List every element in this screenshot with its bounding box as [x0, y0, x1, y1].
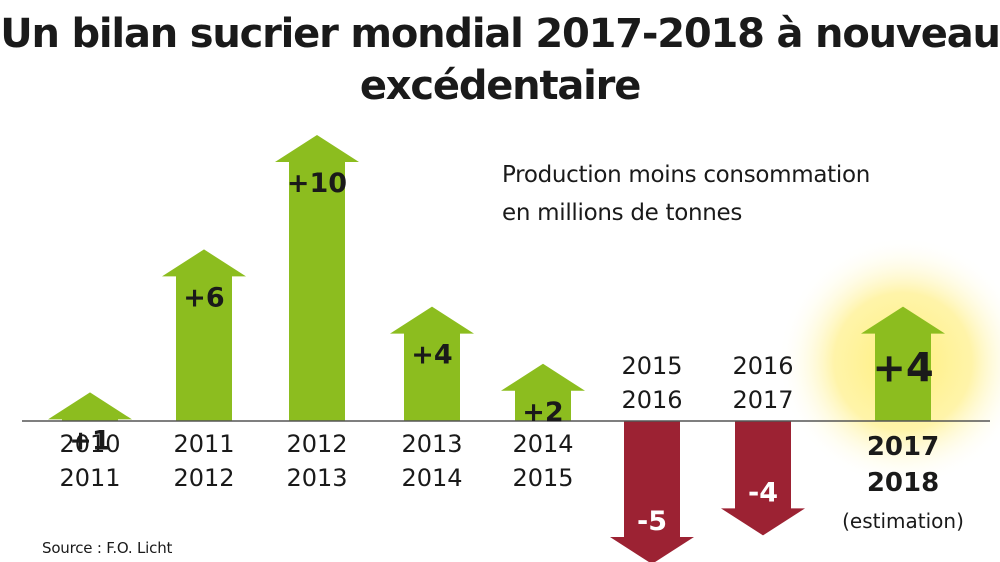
highlight-note: (estimation)	[842, 509, 964, 533]
bar-arrow-2	[275, 135, 359, 421]
category-label-7-end: 2018	[867, 468, 939, 498]
category-label-0-start: 2010	[59, 430, 120, 458]
category-label-6-end: 2017	[732, 386, 793, 414]
bar-arrow-6	[721, 421, 805, 536]
subtitle-line-1: Production moins consommation	[502, 162, 871, 188]
title-line-2: excédentaire	[359, 63, 641, 109]
bar-arrow-4	[501, 363, 585, 421]
category-label-1-start: 2011	[173, 430, 234, 458]
value-label-7: +4	[872, 346, 933, 392]
category-label-7-start: 2017	[867, 432, 939, 462]
chart-title: Un bilan sucrier mondial 2017-2018 à nou…	[0, 8, 1000, 112]
value-label-6: -4	[748, 477, 778, 508]
category-label-2-start: 2012	[286, 430, 347, 458]
chart-subtitle: Production moins consommation en million…	[502, 156, 870, 232]
bar-arrow-5	[610, 421, 694, 562]
bar-arrow-1	[162, 249, 246, 421]
value-label-5: -5	[637, 506, 667, 537]
category-label-5-start: 2015	[621, 352, 682, 380]
category-label-3-start: 2013	[401, 430, 462, 458]
bar-arrow-3	[390, 306, 474, 421]
source-note: Source : F.O. Licht	[42, 539, 173, 557]
bar-arrow-0	[48, 392, 132, 421]
category-label-1-end: 2012	[173, 464, 234, 492]
category-label-2-end: 2013	[286, 464, 347, 492]
value-label-4: +2	[522, 397, 563, 428]
value-label-2: +10	[287, 168, 347, 199]
value-label-0: +1	[69, 425, 110, 456]
value-label-3: +4	[411, 340, 452, 371]
category-label-3-end: 2014	[401, 464, 462, 492]
bar-arrow-7	[861, 306, 945, 421]
value-label-1: +6	[183, 282, 224, 313]
subtitle-line-2: en millions de tonnes	[502, 200, 743, 226]
category-label-6-start: 2016	[732, 352, 793, 380]
category-label-4-start: 2014	[512, 430, 573, 458]
category-label-5-end: 2016	[621, 386, 682, 414]
category-label-0-end: 2011	[59, 464, 120, 492]
title-line-1: Un bilan sucrier mondial 2017-2018 à nou…	[0, 11, 1000, 57]
category-label-4-end: 2015	[512, 464, 573, 492]
